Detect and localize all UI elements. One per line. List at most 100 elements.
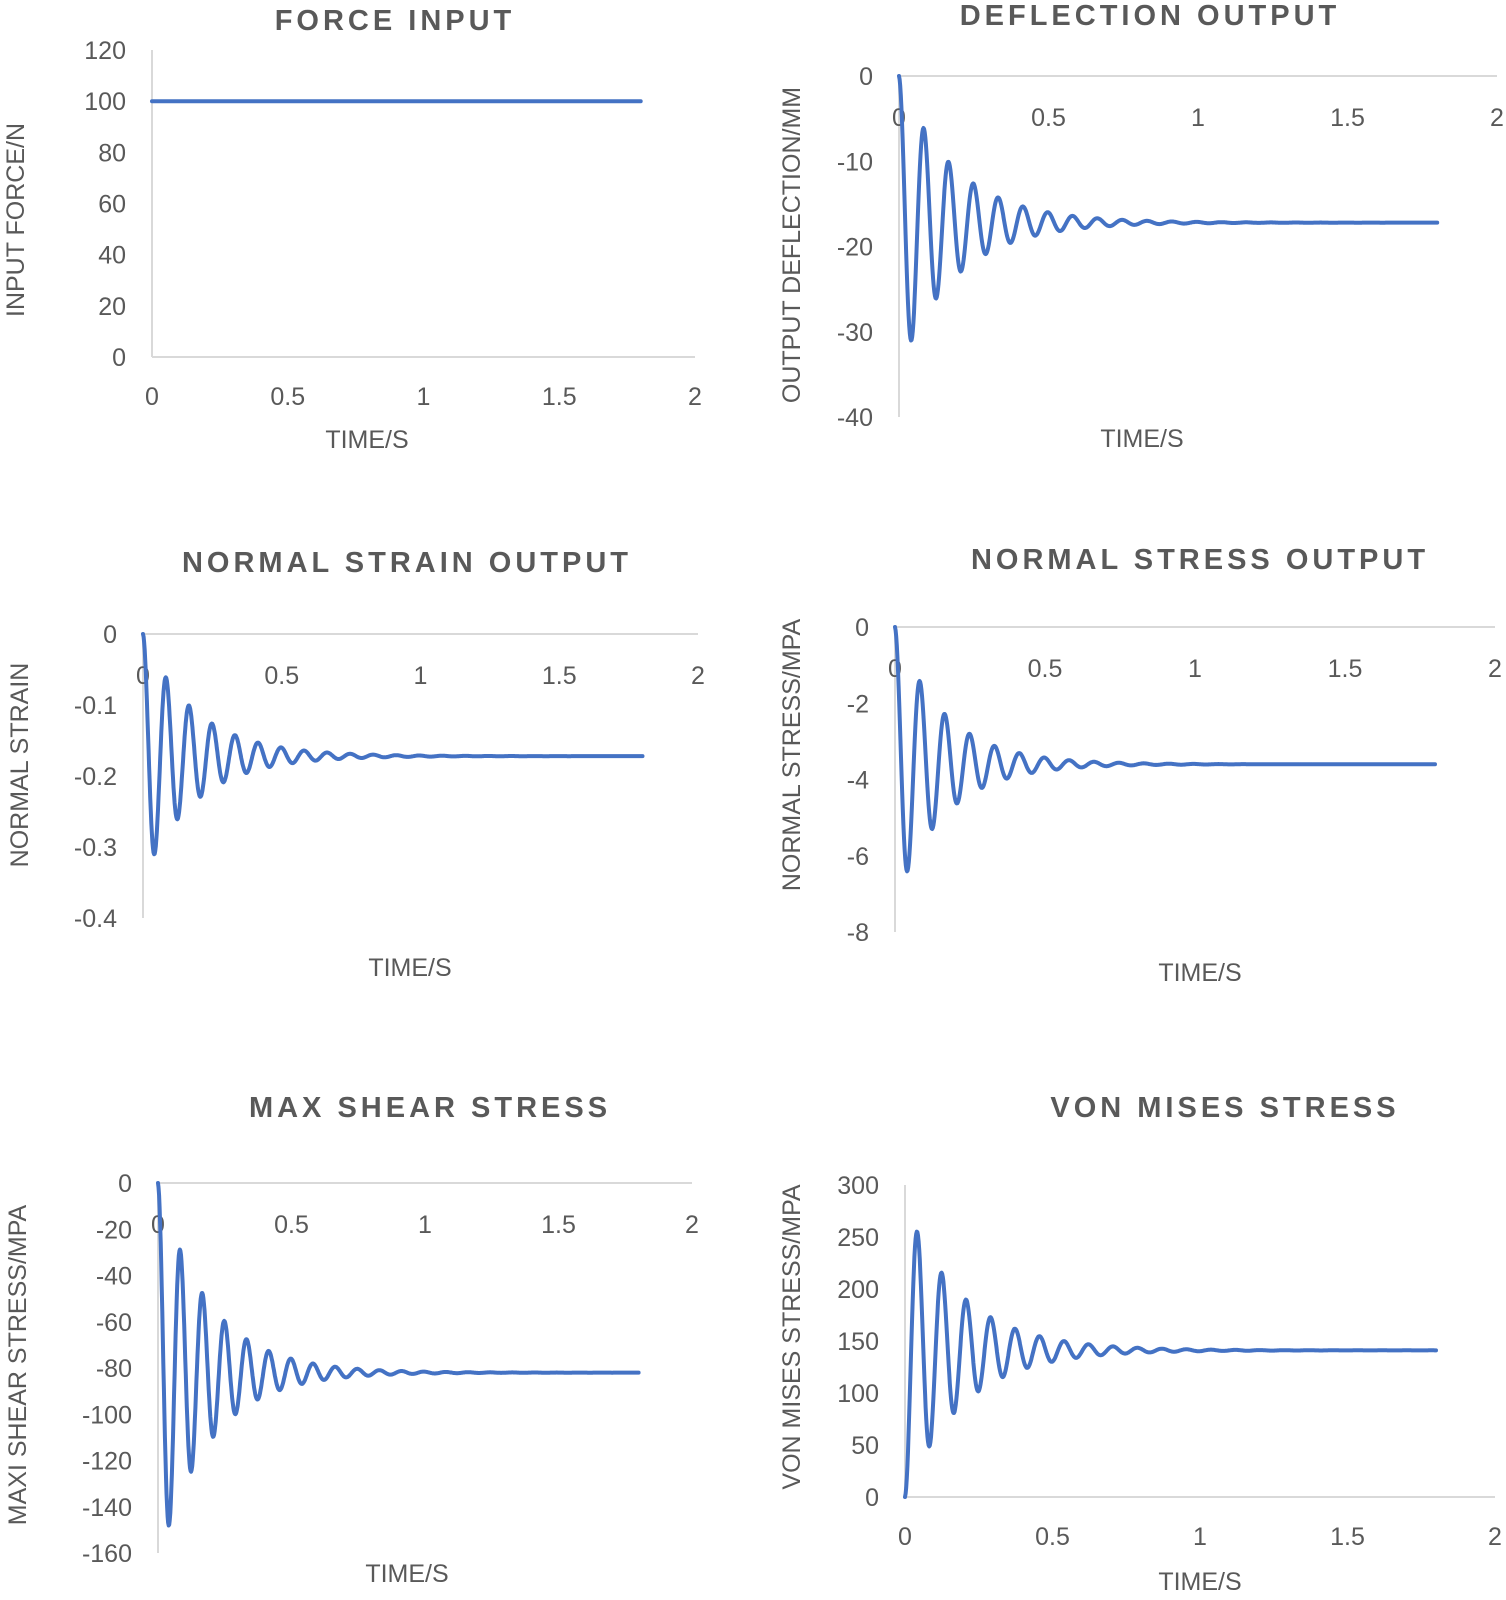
y-tick-label: 200: [837, 1276, 879, 1304]
plot-area: 0 50 100 150 200 250 300 0 0.5 1 1.5 2: [837, 1172, 1502, 1551]
x-tick-label: 0: [898, 1523, 912, 1551]
x-tick-label: 1.5: [1330, 104, 1365, 132]
x-tick-label: 1.5: [1330, 1523, 1365, 1551]
y-tick-label: -40: [837, 404, 873, 432]
y-tick-label: 0: [865, 1484, 879, 1512]
x-tick-label: 2: [688, 383, 702, 411]
x-tick-label: 1.5: [1328, 655, 1363, 683]
y-tick-label: -40: [96, 1263, 132, 1291]
chart-title: MAX SHEAR STRESS: [249, 1092, 611, 1124]
plot-area: 0-0.1-0.2-0.3-0.40 0.5 1 1.5 2: [74, 621, 705, 933]
y-axis-label: OUTPUT DEFLECTION/MM: [778, 87, 806, 403]
x-axis-label: TIME/S: [368, 954, 451, 982]
y-tick-label: 0: [112, 344, 126, 372]
y-axis-label: INPUT FORCE/N: [2, 123, 30, 317]
x-tick-label: 0.5: [1031, 104, 1066, 132]
y-tick-label: -20: [837, 234, 873, 262]
series-line: [903, 1229, 1438, 1499]
series-line: [893, 625, 1437, 874]
plot-area: 0 20 40 60 80 100 120 0 0.5 1 1.5 2: [84, 37, 702, 411]
y-axis-label: NORMAL STRAIN: [6, 663, 34, 868]
y-axis-label: VON MISES STRESS/MPA: [778, 1184, 806, 1489]
x-tick-label: 2: [1488, 655, 1502, 683]
y-tick-label: -2: [847, 690, 869, 718]
chart-title: VON MISES STRESS: [1050, 1092, 1399, 1124]
x-tick-label: 2: [691, 662, 705, 690]
y-tick-label: 20: [98, 293, 126, 321]
x-axis-label: TIME/S: [1158, 1568, 1241, 1596]
x-tick-label: 1: [1193, 1523, 1207, 1551]
y-tick-label: -4: [847, 767, 869, 795]
chart-normal-stress-output: NORMAL STRESS OUTPUT NORMAL STRESS/MPA T…: [778, 544, 1502, 987]
y-tick-label: -0.4: [74, 905, 117, 933]
y-tick-label: -80: [96, 1355, 132, 1383]
x-tick-label: 1: [414, 662, 428, 690]
x-tick-label: 1: [418, 1211, 432, 1239]
y-tick-label: -0.1: [74, 692, 117, 720]
x-tick-label: 1.5: [542, 383, 577, 411]
chart-title: NORMAL STRESS OUTPUT: [971, 544, 1429, 576]
x-tick-label: 1.5: [541, 1211, 576, 1239]
x-axis-label: TIME/S: [365, 1560, 448, 1588]
y-tick-label: -160: [82, 1540, 132, 1568]
plot-area: 0-10-20-30-400 0.5 1 1.5 2: [837, 63, 1504, 432]
series-line: [141, 632, 645, 857]
y-tick-label: 300: [837, 1172, 879, 1200]
x-axis-label: TIME/S: [1100, 425, 1183, 453]
y-axis-label: MAXI SHEAR STRESS/MPA: [4, 1204, 32, 1525]
x-tick-label: 0: [145, 383, 159, 411]
x-tick-label: 0.5: [1028, 655, 1063, 683]
y-tick-label: -0.2: [74, 763, 117, 791]
y-tick-label: 150: [837, 1328, 879, 1356]
x-tick-label: 0.5: [1035, 1523, 1070, 1551]
chart-max-shear-stress: MAX SHEAR STRESS MAXI SHEAR STRESS/MPA T…: [4, 1092, 699, 1588]
y-tick-label: 60: [98, 191, 126, 219]
y-axis-label: NORMAL STRESS/MPA: [778, 619, 806, 892]
series-line: [156, 1181, 641, 1528]
chart-deflection-output: DEFLECTION OUTPUT OUTPUT DEFLECTION/MM T…: [778, 0, 1504, 453]
y-tick-label: 100: [84, 88, 126, 116]
y-tick-label: 0: [103, 621, 117, 649]
y-tick-label: 120: [84, 37, 126, 65]
y-tick-label: -30: [837, 319, 873, 347]
y-tick-label: -60: [96, 1309, 132, 1337]
y-tick-label: 0: [859, 63, 873, 91]
x-tick-label: 0.5: [270, 383, 305, 411]
y-tick-label: -0.3: [74, 834, 117, 862]
x-tick-label: 1.5: [542, 662, 577, 690]
chart-normal-strain-output: NORMAL STRAIN OUTPUT NORMAL STRAIN TIME/…: [6, 547, 705, 982]
x-tick-label: 2: [1488, 1523, 1502, 1551]
y-tick-label: 0: [118, 1170, 132, 1198]
chart-title: FORCE INPUT: [275, 5, 516, 37]
y-tick-label: -6: [847, 843, 869, 871]
y-tick-label: -120: [82, 1448, 132, 1476]
y-tick-label: -100: [82, 1401, 132, 1429]
y-tick-label: -8: [847, 919, 869, 947]
x-tick-label: 1: [1188, 655, 1202, 683]
y-tick-label: 50: [851, 1432, 879, 1460]
x-tick-label: 1: [1191, 104, 1205, 132]
x-axis-label: TIME/S: [325, 426, 408, 454]
series-line: [897, 74, 1440, 343]
y-tick-label: 250: [837, 1224, 879, 1252]
y-tick-label: -140: [82, 1494, 132, 1522]
chart-title: NORMAL STRAIN OUTPUT: [182, 547, 632, 579]
y-tick-label: 100: [837, 1380, 879, 1408]
y-tick-label: 40: [98, 242, 126, 270]
chart-title: DEFLECTION OUTPUT: [960, 0, 1341, 32]
x-tick-label: 2: [685, 1211, 699, 1239]
chart-von-mises-stress: VON MISES STRESS VON MISES STRESS/MPA TI…: [778, 1092, 1502, 1596]
y-tick-label: 0: [855, 614, 869, 642]
x-tick-label: 0.5: [274, 1211, 309, 1239]
y-tick-label: -10: [837, 148, 873, 176]
x-axis-label: TIME/S: [1158, 959, 1241, 987]
y-tick-label: 80: [98, 139, 126, 167]
plot-area: 0-2-4-6-80 0.5 1 1.5 2: [847, 614, 1502, 947]
x-tick-label: 1: [417, 383, 431, 411]
x-tick-label: 2: [1490, 104, 1504, 132]
chart-force-input: FORCE INPUT INPUT FORCE/N TIME/S 0204060…: [2, 5, 702, 454]
x-tick-label: 0.5: [264, 662, 299, 690]
y-tick-label: -20: [96, 1216, 132, 1244]
